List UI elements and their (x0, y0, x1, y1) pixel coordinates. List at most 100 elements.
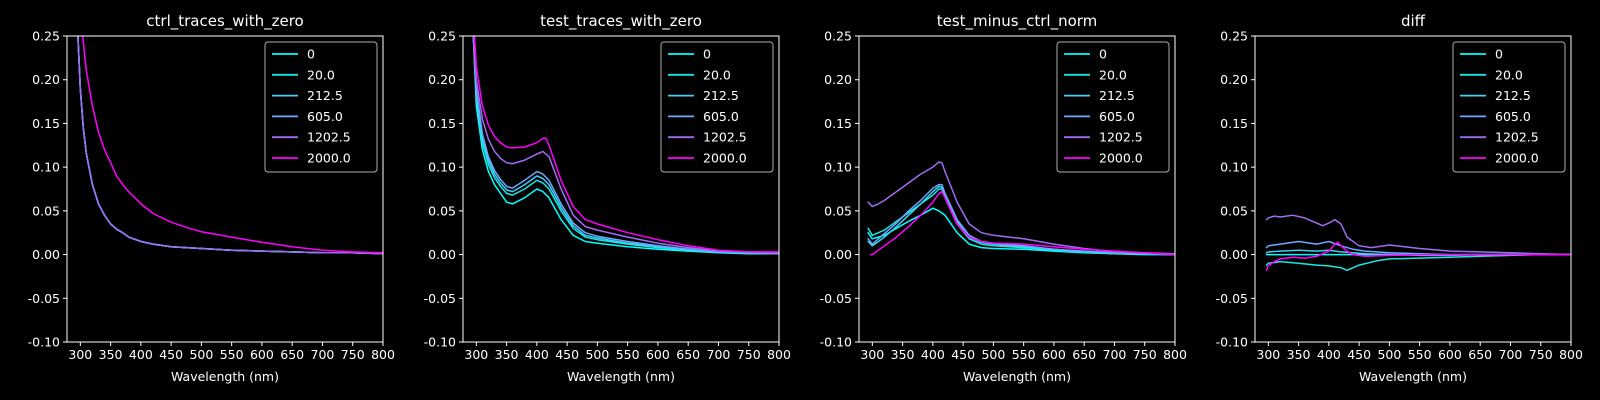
x-tick-label: 500 (981, 347, 1005, 362)
y-tick-label: -0.05 (1216, 291, 1248, 306)
series-line-20.0 (1265, 253, 1571, 272)
x-tick-label: 750 (341, 347, 365, 362)
legend-label: 1202.5 (703, 130, 747, 145)
x-tick-label: 600 (250, 347, 274, 362)
y-tick-label: 0.25 (428, 29, 456, 44)
legend-label: 0 (1099, 47, 1107, 62)
y-tick-label: 0.05 (1220, 203, 1248, 218)
x-tick-label: 650 (676, 347, 700, 362)
series-group (77, 36, 383, 255)
series-line-2000.0 (1265, 241, 1571, 272)
x-tick-label: 300 (68, 347, 92, 362)
legend-label: 1202.5 (1495, 130, 1539, 145)
chart-title: test_minus_ctrl_norm (937, 12, 1098, 31)
y-tick-label: -0.05 (28, 291, 60, 306)
x-tick-label: 650 (1468, 347, 1492, 362)
x-tick-label: 550 (1408, 347, 1432, 362)
x-tick-label: 600 (1042, 347, 1066, 362)
x-tick-label: 700 (311, 347, 335, 362)
x-axis-label: Wavelength (nm) (567, 369, 675, 384)
x-tick-label: 450 (555, 347, 579, 362)
x-tick-label: 300 (860, 347, 884, 362)
chart-title: test_traces_with_zero (540, 12, 702, 31)
y-tick-label: 0.20 (428, 72, 456, 87)
chart-panel-1: 300 350 400 450 500 550 600 650 700 750 800 -0.10 -0… (28, 12, 395, 384)
x-tick-label: 700 (707, 347, 731, 362)
y-tick-label: 0.00 (428, 247, 456, 262)
x-tick-label: 400 (1317, 347, 1341, 362)
y-tick-label: 0.05 (428, 203, 456, 218)
legend: 0 20.0 212.5 605.0 1202.5 2000.0 (1452, 41, 1566, 173)
y-tick-label: 0.25 (1220, 29, 1248, 44)
series-group (472, 36, 779, 255)
series-line-0 (867, 207, 1175, 256)
chart-title: ctrl_traces_with_zero (146, 12, 303, 31)
legend-label: 0 (307, 47, 315, 62)
x-tick-label: 550 (1012, 347, 1036, 362)
x-tick-label: 450 (159, 347, 183, 362)
plot-frame (66, 35, 384, 343)
x-tick-label: 450 (1347, 347, 1371, 362)
legend-label: 2000.0 (1495, 151, 1539, 166)
y-tick-label: -0.10 (820, 335, 852, 350)
y-tick-label: 0.20 (32, 72, 60, 87)
x-tick-label: 800 (1163, 347, 1187, 362)
plot-frame (462, 35, 780, 343)
legend: 0 20.0 212.5 605.0 1202.5 2000.0 (1056, 41, 1170, 173)
y-tick-label: 0.05 (824, 203, 852, 218)
y-tick-label: -0.10 (1216, 335, 1248, 350)
series-group (867, 161, 1175, 256)
x-tick-label: 350 (99, 347, 123, 362)
chart-panel-3: 300 350 400 450 500 550 600 650 700 750 800 -0.10 -0… (820, 12, 1187, 384)
legend-label: 0 (1495, 47, 1503, 62)
legend: 0 20.0 212.5 605.0 1202.5 2000.0 (264, 41, 378, 173)
legend-label: 1202.5 (307, 130, 351, 145)
series-line-2000.0 (473, 36, 779, 253)
x-tick-label: 400 (129, 347, 153, 362)
y-tick-label: 0.15 (824, 116, 852, 131)
legend-label: 20.0 (1099, 67, 1127, 82)
x-tick-label: 400 (921, 347, 945, 362)
x-tick-label: 350 (1287, 347, 1311, 362)
plot-frame (1254, 35, 1572, 343)
series-line-2000.0 (81, 36, 383, 254)
legend-label: 20.0 (1495, 67, 1523, 82)
series-line-2000.0 (869, 190, 1175, 256)
plot-frame (858, 35, 1176, 343)
legend-label: 605.0 (1099, 109, 1135, 124)
x-tick-label: 650 (1072, 347, 1096, 362)
chart-panel-2: 300 350 400 450 500 550 600 650 700 750 800 -0.10 -0… (424, 12, 791, 384)
x-tick-label: 800 (767, 347, 791, 362)
series-line-1202.5 (472, 36, 779, 254)
x-tick-label: 500 (189, 347, 213, 362)
x-tick-label: 800 (1559, 347, 1583, 362)
x-tick-label: 550 (616, 347, 640, 362)
y-tick-label: 0.00 (824, 247, 852, 262)
series-group (1265, 214, 1571, 272)
x-axis-label: Wavelength (nm) (963, 369, 1071, 384)
y-tick-label: 0.10 (428, 160, 456, 175)
y-tick-label: -0.10 (28, 335, 60, 350)
x-tick-label: 800 (371, 347, 395, 362)
series-line-1202.5 (77, 36, 383, 255)
x-axis-label: Wavelength (nm) (1359, 369, 1467, 384)
legend-label: 0 (703, 47, 711, 62)
series-line-1202.5 (1265, 214, 1571, 256)
x-tick-label: 550 (220, 347, 244, 362)
y-tick-label: 0.05 (32, 203, 60, 218)
legend: 0 20.0 212.5 605.0 1202.5 2000.0 (660, 41, 774, 173)
series-line-20.0 (472, 36, 779, 255)
x-tick-label: 300 (1256, 347, 1280, 362)
x-tick-label: 600 (646, 347, 670, 362)
x-tick-label: 350 (891, 347, 915, 362)
y-tick-label: 0.20 (1220, 72, 1248, 87)
legend-label: 212.5 (1495, 88, 1531, 103)
x-tick-label: 400 (525, 347, 549, 362)
y-tick-label: 0.25 (824, 29, 852, 44)
x-tick-label: 500 (585, 347, 609, 362)
y-tick-label: 0.25 (32, 29, 60, 44)
series-line-0 (472, 36, 779, 255)
y-tick-label: -0.05 (820, 291, 852, 306)
y-tick-label: 0.00 (1220, 247, 1248, 262)
